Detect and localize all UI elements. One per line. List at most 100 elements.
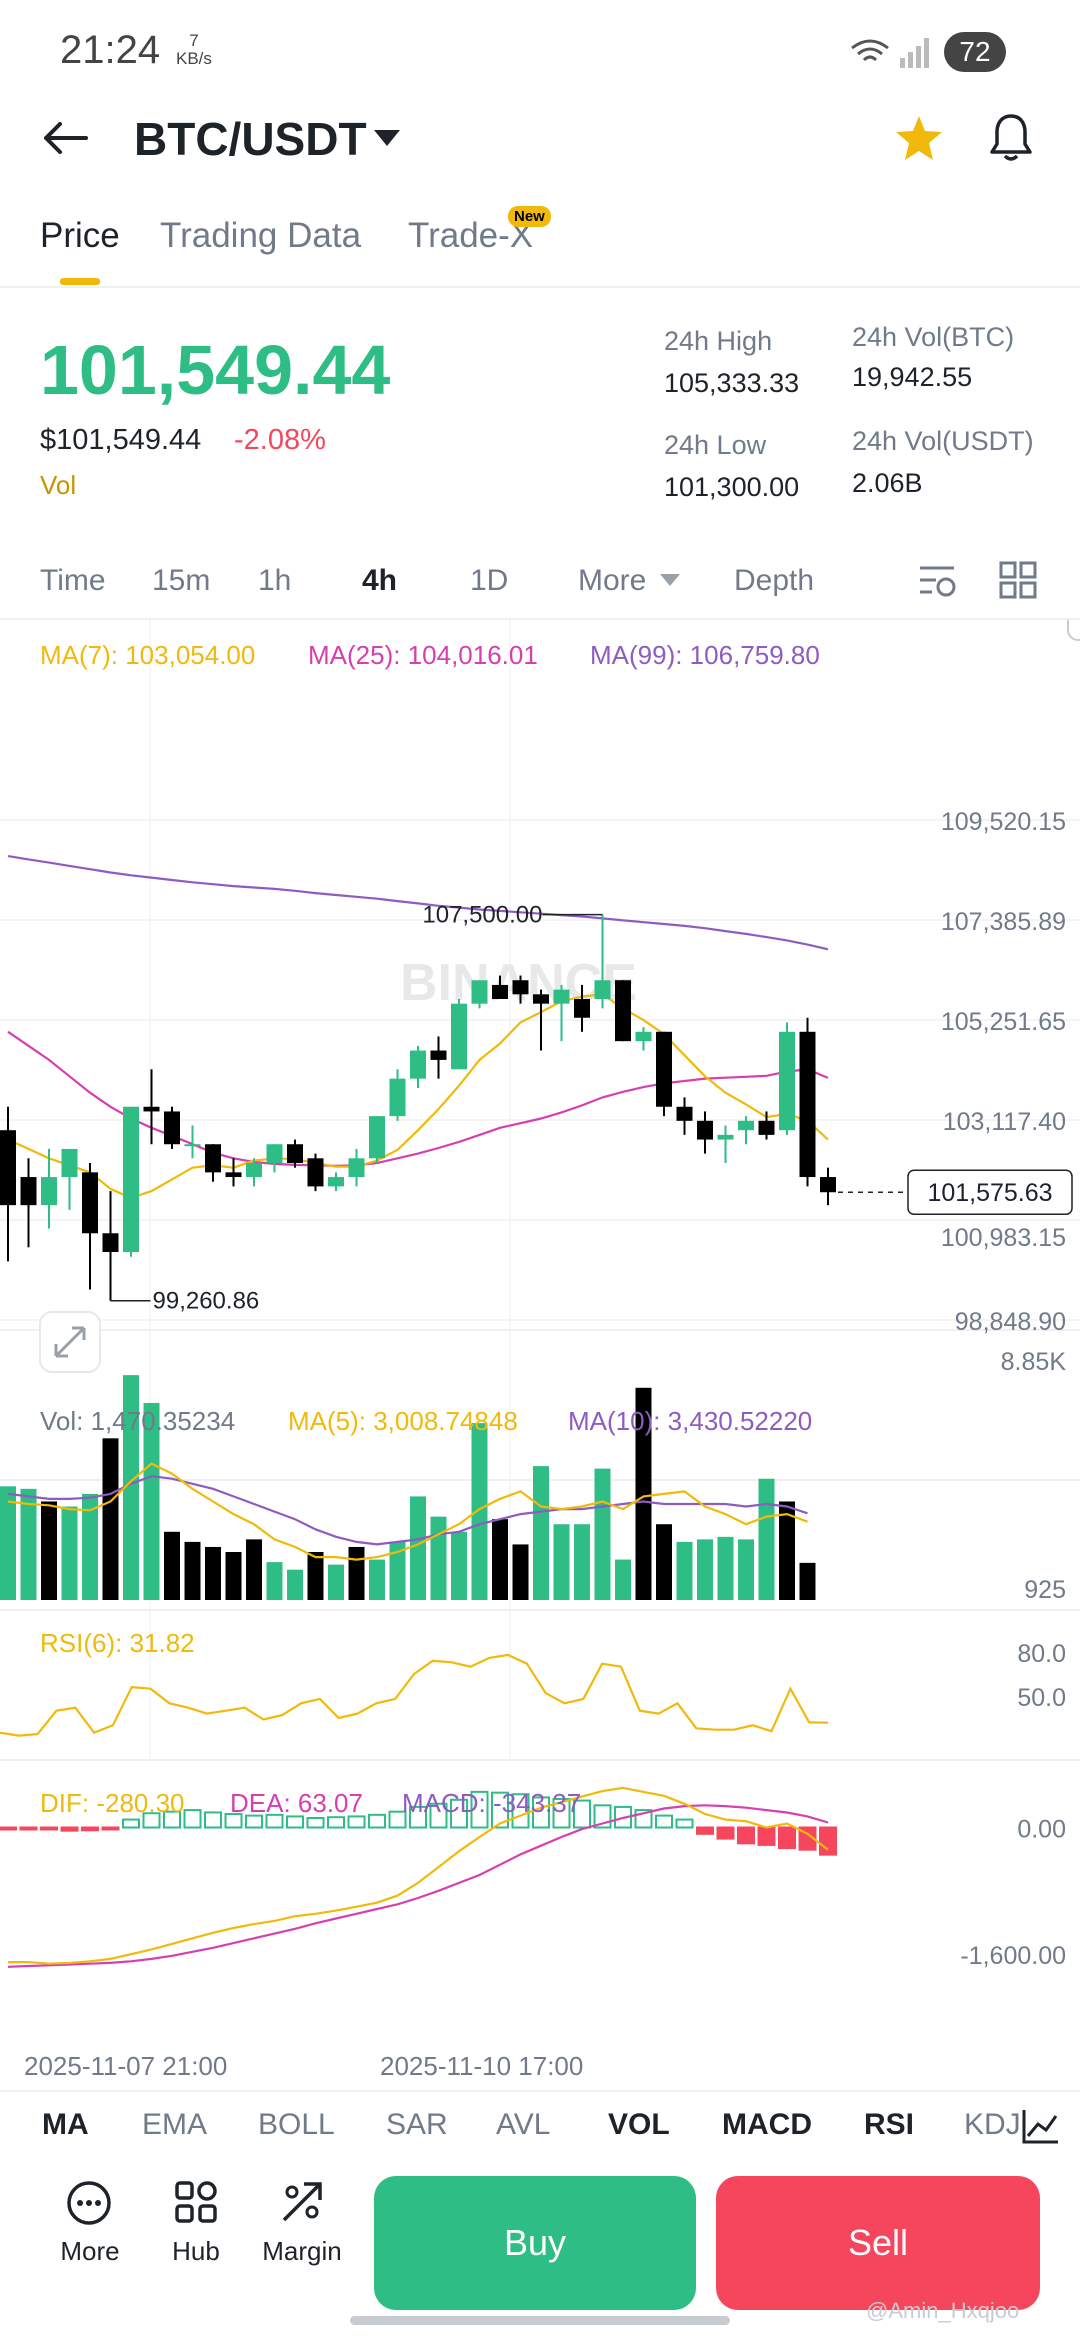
- tf-more-chevron-icon[interactable]: [660, 574, 680, 588]
- macd-y-tick-0: 0.00: [1017, 1816, 1066, 1844]
- volume-bar-37: [758, 1478, 775, 1600]
- low-value: 101,300.00: [664, 472, 800, 502]
- volume-bar-23: [471, 1423, 488, 1600]
- ind-boll[interactable]: BOLL: [258, 2108, 335, 2141]
- macd-bar-6: [122, 1818, 140, 1829]
- candle-body-19: [389, 1078, 406, 1117]
- tf-1h[interactable]: 1h: [258, 564, 292, 597]
- macd-bar-17: [347, 1815, 366, 1829]
- tab-price[interactable]: Price: [40, 216, 120, 255]
- vol-btc-label: 24h Vol(BTC): [852, 322, 1015, 352]
- volume-bar-3: [61, 1506, 78, 1600]
- expand-icon[interactable]: [39, 1311, 101, 1373]
- pair-dropdown-icon[interactable]: [374, 130, 400, 148]
- chart-settings-icon[interactable]: [916, 560, 960, 600]
- signal-icons: [851, 38, 929, 68]
- volume-bar-10: [205, 1546, 221, 1600]
- volume-bar-33: [676, 1541, 693, 1600]
- macd-histogram: [0, 1786, 837, 1968]
- macd-bar-18: [368, 1813, 386, 1829]
- hub-icon[interactable]: [174, 2180, 218, 2224]
- candle-body-38: [779, 1031, 795, 1131]
- high-annotation: 107,500.00: [422, 902, 542, 929]
- macd-bar-33: [675, 1818, 694, 1829]
- candle-body-13: [266, 1144, 283, 1163]
- macd-bar-22: [450, 1798, 468, 1829]
- volume-bars: [0, 1375, 816, 1600]
- more-icon[interactable]: [66, 2180, 112, 2226]
- volume-bar-0: [0, 1486, 16, 1600]
- tf-15m[interactable]: 15m: [152, 564, 211, 597]
- tf-1d[interactable]: 1D: [470, 564, 509, 597]
- ind-rsi[interactable]: RSI: [864, 2108, 915, 2141]
- star-icon[interactable]: [894, 114, 944, 162]
- candle-body-34: [697, 1120, 713, 1140]
- macd-bar-37: [757, 1826, 776, 1846]
- indicator-chart-icon[interactable]: [1020, 2106, 1060, 2146]
- hub-label[interactable]: Hub: [172, 2236, 220, 2266]
- low-annotation: 99,260.86: [153, 1288, 260, 1315]
- candle-body-3: [61, 1148, 78, 1178]
- battery-indicator: 72: [944, 32, 1006, 72]
- bell-icon[interactable]: [988, 112, 1034, 164]
- tf-4h[interactable]: 4h: [362, 564, 398, 597]
- volume-bar-1: [20, 1488, 37, 1600]
- volume-bar-24: [492, 1519, 508, 1600]
- tab-trading-data[interactable]: Trading Data: [160, 216, 362, 255]
- rsi-y-tick-1: 50.0: [1017, 1684, 1066, 1712]
- candle-body-31: [635, 1031, 652, 1042]
- high-label: 24h High: [664, 326, 773, 356]
- ind-sar[interactable]: SAR: [386, 2108, 448, 2141]
- wifi-icon: [851, 39, 889, 62]
- side-drawer-handle[interactable]: [1067, 620, 1080, 641]
- macd-bar-19: [388, 1810, 407, 1829]
- macd-bar-35: [716, 1826, 735, 1840]
- ind-kdj[interactable]: KDJ: [964, 2108, 1021, 2141]
- candle-body-27: [553, 989, 570, 1004]
- macd-bar-28: [573, 1799, 591, 1829]
- pair-title[interactable]: BTC/USDT: [134, 113, 367, 165]
- back-arrow-icon[interactable]: [40, 118, 90, 158]
- macd-bar-26: [532, 1796, 550, 1829]
- y-tick-2: 105,251.65: [941, 1008, 1066, 1036]
- rsi-y-tick-0: 80.0: [1017, 1640, 1066, 1668]
- grid-layout-icon[interactable]: [998, 560, 1038, 600]
- last-price: 101,549.44: [40, 331, 391, 409]
- tf-depth[interactable]: Depth: [734, 564, 815, 597]
- macd-bar-11: [224, 1813, 243, 1829]
- volume-bar-34: [697, 1539, 713, 1600]
- ind-ma[interactable]: MA: [42, 2108, 89, 2141]
- volume-bar-5: [102, 1438, 119, 1600]
- candle-body-15: [307, 1158, 324, 1187]
- signature-watermark: @Amin_Hxqjoo: [866, 2298, 1020, 2323]
- ma25-legend: MA(25): 104,016.01: [308, 640, 538, 670]
- vol-usdt-label: 24h Vol(USDT): [852, 426, 1034, 456]
- candle-body-35: [717, 1134, 734, 1140]
- ind-vol[interactable]: VOL: [608, 2108, 670, 2141]
- sell-button[interactable]: Sell: [716, 2176, 1040, 2310]
- home-indicator[interactable]: [350, 2316, 730, 2325]
- ind-avl[interactable]: AVL: [496, 2108, 551, 2141]
- buy-button[interactable]: Buy: [374, 2176, 696, 2310]
- tf-time[interactable]: Time: [40, 564, 106, 597]
- macd-bar-38: [778, 1826, 796, 1850]
- volume-bar-35: [717, 1536, 734, 1600]
- indicator-divider-top: [0, 2090, 1080, 2092]
- margin-icon[interactable]: [280, 2180, 324, 2224]
- macd-bar-3: [60, 1826, 79, 1832]
- x-label-1: 2025-11-10 17:00: [380, 2051, 583, 2081]
- margin-label[interactable]: Margin: [262, 2236, 342, 2266]
- candle-body-7: [143, 1106, 160, 1112]
- macd-bar-16: [327, 1816, 345, 1829]
- candle-body-9: [184, 1144, 201, 1147]
- volume-bar-4: [82, 1493, 98, 1600]
- candle-body-10: [205, 1144, 221, 1173]
- candle-body-22: [451, 1003, 467, 1070]
- candle-body-29: [594, 980, 611, 999]
- tf-more[interactable]: More: [578, 564, 647, 597]
- ind-macd[interactable]: MACD: [722, 2108, 812, 2141]
- ind-ema[interactable]: EMA: [142, 2108, 208, 2141]
- candle-body-20: [410, 1050, 426, 1079]
- more-label[interactable]: More: [60, 2236, 120, 2266]
